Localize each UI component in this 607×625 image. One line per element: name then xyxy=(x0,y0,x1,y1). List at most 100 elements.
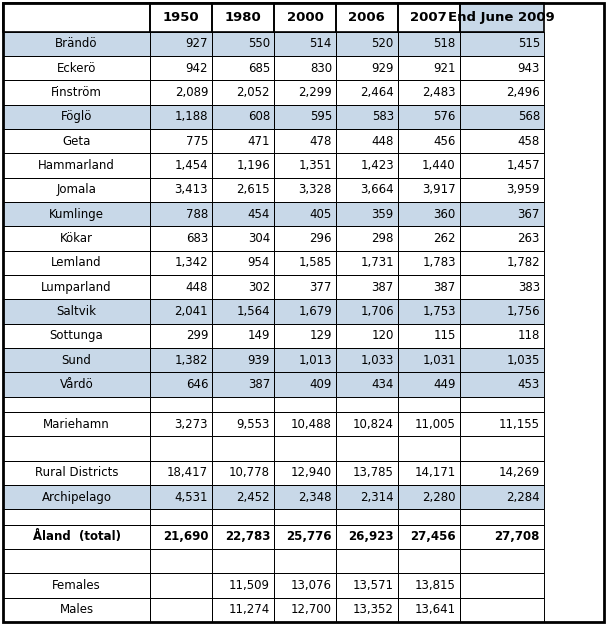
Bar xyxy=(336,202,398,226)
Text: 2,314: 2,314 xyxy=(360,491,394,504)
Bar xyxy=(151,226,212,251)
Text: 514: 514 xyxy=(310,38,332,51)
Bar xyxy=(398,105,459,129)
Bar xyxy=(274,32,336,56)
Bar xyxy=(398,56,459,81)
Bar xyxy=(336,105,398,129)
Text: 302: 302 xyxy=(248,281,270,294)
Bar xyxy=(212,573,274,598)
Bar xyxy=(459,226,544,251)
Bar xyxy=(151,177,212,202)
Text: 2006: 2006 xyxy=(348,11,385,24)
Text: 298: 298 xyxy=(371,232,394,245)
Text: 2,299: 2,299 xyxy=(298,86,332,99)
Text: 296: 296 xyxy=(310,232,332,245)
Bar xyxy=(212,598,274,622)
Text: 1,440: 1,440 xyxy=(422,159,456,172)
Bar xyxy=(274,105,336,129)
Bar xyxy=(336,348,398,372)
Bar xyxy=(3,396,151,412)
Bar xyxy=(459,348,544,372)
Bar xyxy=(398,372,459,396)
Text: 683: 683 xyxy=(186,232,208,245)
Bar xyxy=(3,348,151,372)
Bar xyxy=(151,573,212,598)
Text: 954: 954 xyxy=(248,256,270,269)
Bar xyxy=(212,549,274,573)
Bar xyxy=(459,598,544,622)
Text: 129: 129 xyxy=(310,329,332,342)
Text: 299: 299 xyxy=(186,329,208,342)
Bar xyxy=(398,485,459,509)
Bar xyxy=(3,202,151,226)
Bar xyxy=(3,251,151,275)
Bar xyxy=(274,348,336,372)
Text: 14,171: 14,171 xyxy=(415,466,456,479)
Text: 471: 471 xyxy=(248,134,270,148)
Bar xyxy=(212,412,274,436)
Bar xyxy=(3,202,151,226)
Text: Males: Males xyxy=(59,603,93,616)
Bar xyxy=(274,436,336,461)
Bar xyxy=(336,153,398,178)
Text: 262: 262 xyxy=(433,232,456,245)
Bar xyxy=(459,436,544,461)
Bar xyxy=(3,372,151,396)
Bar xyxy=(212,299,274,324)
Text: Föglö: Föglö xyxy=(61,111,92,123)
Bar xyxy=(274,177,336,202)
Bar xyxy=(151,348,212,372)
Text: 685: 685 xyxy=(248,62,270,75)
Text: 10,778: 10,778 xyxy=(229,466,270,479)
Text: Kumlinge: Kumlinge xyxy=(49,208,104,221)
Text: 9,553: 9,553 xyxy=(237,418,270,431)
Bar xyxy=(459,202,544,226)
Bar xyxy=(398,299,459,324)
Bar xyxy=(3,177,151,202)
Text: 927: 927 xyxy=(186,38,208,51)
Bar xyxy=(274,56,336,81)
Bar xyxy=(212,485,274,509)
Bar xyxy=(398,525,459,549)
Bar xyxy=(336,412,398,436)
Bar xyxy=(212,299,274,324)
Text: 2,464: 2,464 xyxy=(360,86,394,99)
Bar xyxy=(398,81,459,105)
Bar xyxy=(3,299,151,324)
Bar xyxy=(212,129,274,153)
Text: 2,041: 2,041 xyxy=(175,305,208,318)
Text: 449: 449 xyxy=(433,378,456,391)
Bar xyxy=(459,32,544,56)
Bar xyxy=(212,202,274,226)
Bar xyxy=(3,153,151,178)
Text: Sund: Sund xyxy=(62,354,92,366)
Bar xyxy=(336,436,398,461)
Bar xyxy=(3,525,151,549)
Bar xyxy=(398,549,459,573)
Text: Jomala: Jomala xyxy=(56,183,97,196)
Bar xyxy=(151,348,212,372)
Bar xyxy=(398,396,459,412)
Text: 520: 520 xyxy=(371,38,394,51)
Text: 387: 387 xyxy=(433,281,456,294)
Bar xyxy=(459,372,544,396)
Bar xyxy=(274,396,336,412)
Text: End June 2009: End June 2009 xyxy=(449,11,555,24)
Bar xyxy=(459,177,544,202)
Text: 3,959: 3,959 xyxy=(506,183,540,196)
Text: 3,917: 3,917 xyxy=(422,183,456,196)
Bar xyxy=(151,32,212,56)
Text: 1,196: 1,196 xyxy=(236,159,270,172)
Bar xyxy=(336,299,398,324)
Text: 263: 263 xyxy=(518,232,540,245)
Bar xyxy=(398,412,459,436)
Bar xyxy=(151,275,212,299)
Text: Lemland: Lemland xyxy=(52,256,102,269)
Bar xyxy=(3,299,151,324)
Bar xyxy=(274,105,336,129)
Text: 550: 550 xyxy=(248,38,270,51)
Bar xyxy=(3,105,151,129)
Bar xyxy=(336,129,398,153)
Bar xyxy=(212,348,274,372)
Text: 1,783: 1,783 xyxy=(422,256,456,269)
